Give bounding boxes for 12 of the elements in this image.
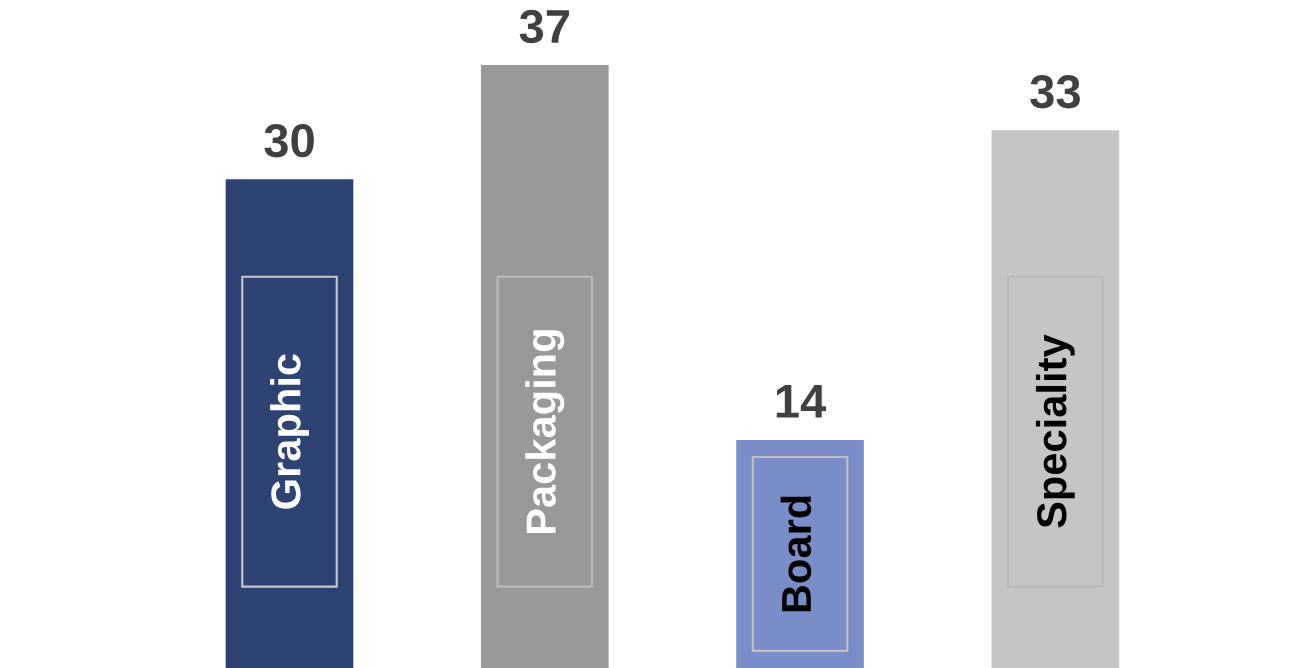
bar <box>736 439 864 668</box>
data-label: 14 <box>776 385 827 418</box>
x-tick-label: Speciality <box>1035 334 1075 528</box>
data-label: 30 <box>264 123 314 158</box>
bar <box>991 130 1120 668</box>
data-label: 37 <box>519 9 569 44</box>
x-tick-label: Graphic <box>270 354 309 509</box>
x-tick-label: Packaging <box>525 330 565 534</box>
bar <box>225 179 354 668</box>
data-label: 33 <box>1030 75 1080 109</box>
x-tick-label: Board <box>780 496 812 612</box>
bar <box>480 65 609 668</box>
